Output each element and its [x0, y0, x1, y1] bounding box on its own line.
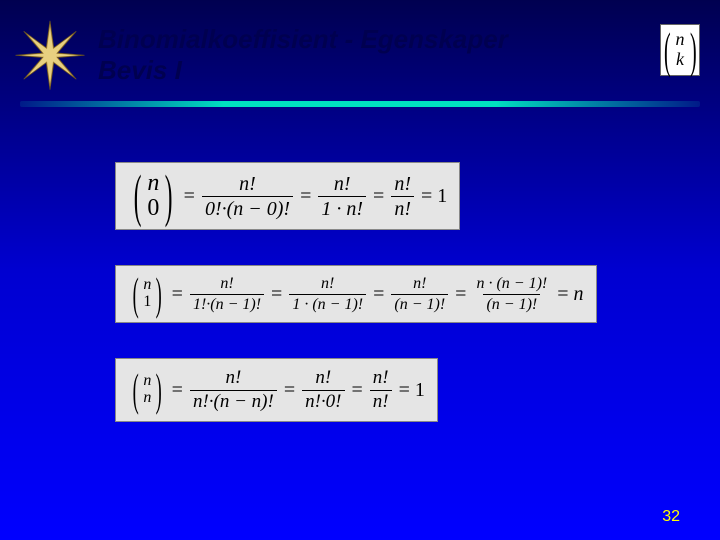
- eq2-frac4: n · (n − 1)! (n − 1)!: [473, 274, 550, 313]
- equation-3: ( n n ) = n! n!·(n − n)! = n! n!·0! = n!…: [115, 358, 438, 423]
- eq1-frac3: n! n!: [391, 172, 414, 221]
- title-line-2: Bevis I: [98, 55, 652, 86]
- equation-1: ( n 0 ) = n! 0!·(n − 0)! = n! 1 · n! = n…: [115, 162, 460, 230]
- slide-header: Binomialkoeffisient - Egenskaper Bevis I…: [0, 0, 720, 95]
- binom-n-n: ( n n ): [128, 373, 167, 407]
- eq3-frac1: n! n!·(n − n)!: [190, 367, 277, 414]
- eq2-frac3: n! (n − 1)!: [391, 274, 448, 313]
- eq1-frac2: n! 1 · n!: [318, 172, 366, 221]
- eq1-result: 1: [437, 185, 447, 208]
- eq3-frac3: n! n!: [370, 367, 392, 414]
- eq3-frac2: n! n!·0!: [302, 367, 344, 414]
- slide-title: Binomialkoeffisient - Egenskaper Bevis I: [98, 20, 652, 86]
- eq2-frac2: n! 1 · (n − 1)!: [289, 274, 366, 313]
- corner-binomial-symbol: ( n k ): [660, 24, 700, 76]
- eq3-result: 1: [415, 379, 425, 402]
- equation-2: ( n 1 ) = n! 1!·(n − 1)! = n! 1 · (n − 1…: [115, 265, 597, 322]
- corner-k: k: [676, 50, 684, 70]
- eq1-frac1: n! 0!·(n − 0)!: [202, 172, 293, 221]
- content-area: ( n 0 ) = n! 0!·(n − 0)! = n! 1 · n! = n…: [0, 107, 720, 422]
- binom-n-1: ( n 1 ): [128, 277, 167, 311]
- corner-n: n: [676, 30, 685, 50]
- eq2-frac1: n! 1!·(n − 1)!: [190, 274, 264, 313]
- title-line-1: Binomialkoeffisient - Egenskaper: [98, 24, 652, 55]
- eq2-result: n: [574, 283, 584, 306]
- page-number: 32: [662, 508, 680, 526]
- binom-n-0: ( n 0 ): [128, 171, 179, 221]
- star-burst-icon: [10, 20, 90, 95]
